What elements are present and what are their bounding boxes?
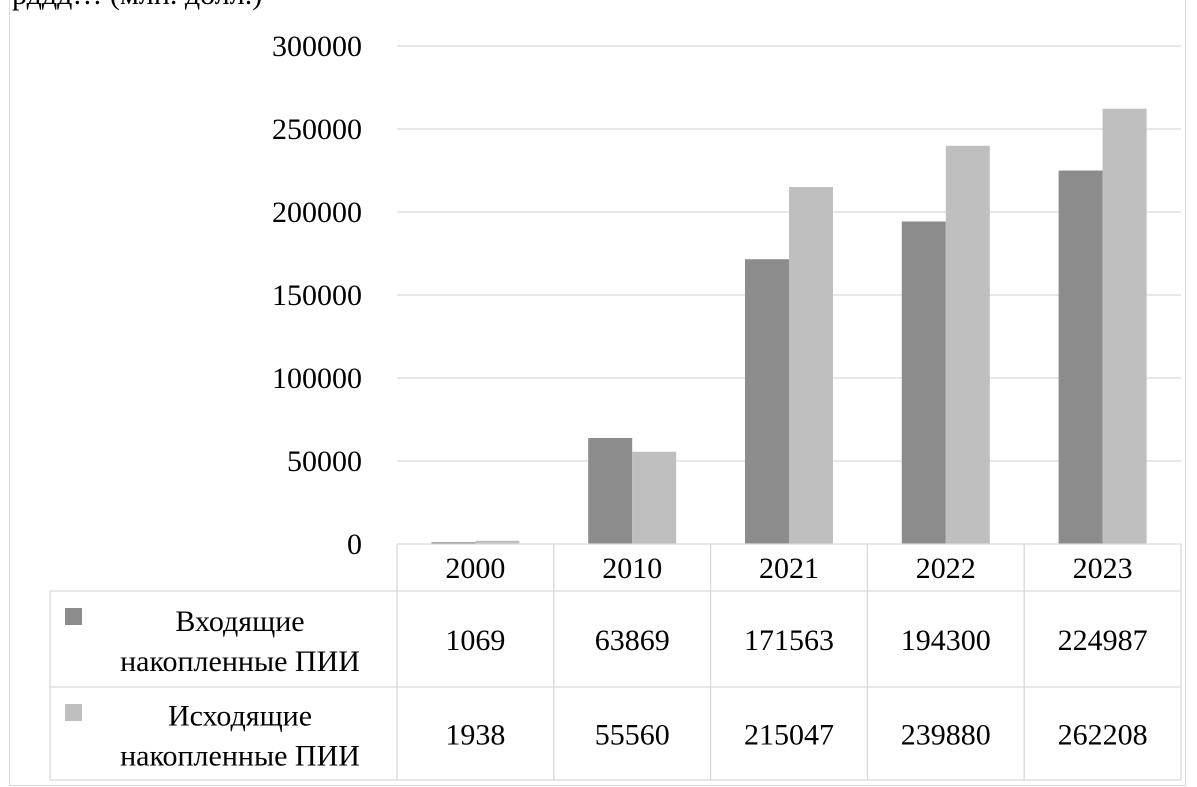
- data-table-cell: 215047: [744, 719, 834, 752]
- bar-series-1: [1058, 170, 1103, 544]
- x-tick-label: 2023: [1073, 552, 1133, 585]
- y-tick-label: 0: [347, 528, 362, 561]
- bar-series-1: [745, 259, 789, 544]
- legend-label: Входящие: [175, 605, 304, 638]
- data-table-cell: 63869: [595, 624, 670, 657]
- legend-label: накопленные ПИИ: [120, 740, 360, 773]
- chart-frame: [9, 0, 1186, 786]
- data-table-cell: 239880: [901, 719, 991, 752]
- y-tick-label: 100000: [272, 362, 362, 395]
- bar-series-1: [431, 542, 476, 544]
- data-table-cell: 55560: [595, 719, 670, 752]
- x-tick-label: 2021: [759, 552, 819, 585]
- y-tick-label: 150000: [272, 279, 362, 312]
- x-tick-label: 2022: [916, 552, 976, 585]
- bar-series-2: [945, 145, 990, 544]
- data-table-cell: 1938: [445, 719, 505, 752]
- legend-label: накопленные ПИИ: [120, 645, 360, 678]
- y-tick-label: 300000: [272, 30, 362, 63]
- bar-series-2: [475, 540, 520, 544]
- data-table-cell: 194300: [901, 624, 991, 657]
- bar-series-1: [588, 437, 633, 544]
- legend-swatch: [65, 704, 82, 721]
- y-tick-label: 200000: [272, 196, 362, 229]
- x-tick-label: 2000: [445, 552, 505, 585]
- legend-swatch: [65, 608, 82, 625]
- x-tick-label: 2010: [602, 552, 662, 585]
- cropped-caption-fragment: рддд… (млн. долл.): [12, 0, 262, 12]
- data-table-cell: 224987: [1058, 624, 1148, 657]
- bar-series-2: [1102, 108, 1147, 545]
- legend-label: Исходящие: [168, 700, 312, 733]
- bar-series-1: [901, 221, 946, 544]
- y-tick-label: 50000: [287, 445, 362, 478]
- bar-series-2: [789, 187, 833, 544]
- data-table-cell: 1069: [445, 624, 505, 657]
- data-table-cell: 171563: [744, 624, 834, 657]
- data-table-cell: 262208: [1058, 719, 1148, 752]
- bar-series-2: [632, 451, 677, 544]
- y-tick-label: 250000: [272, 113, 362, 146]
